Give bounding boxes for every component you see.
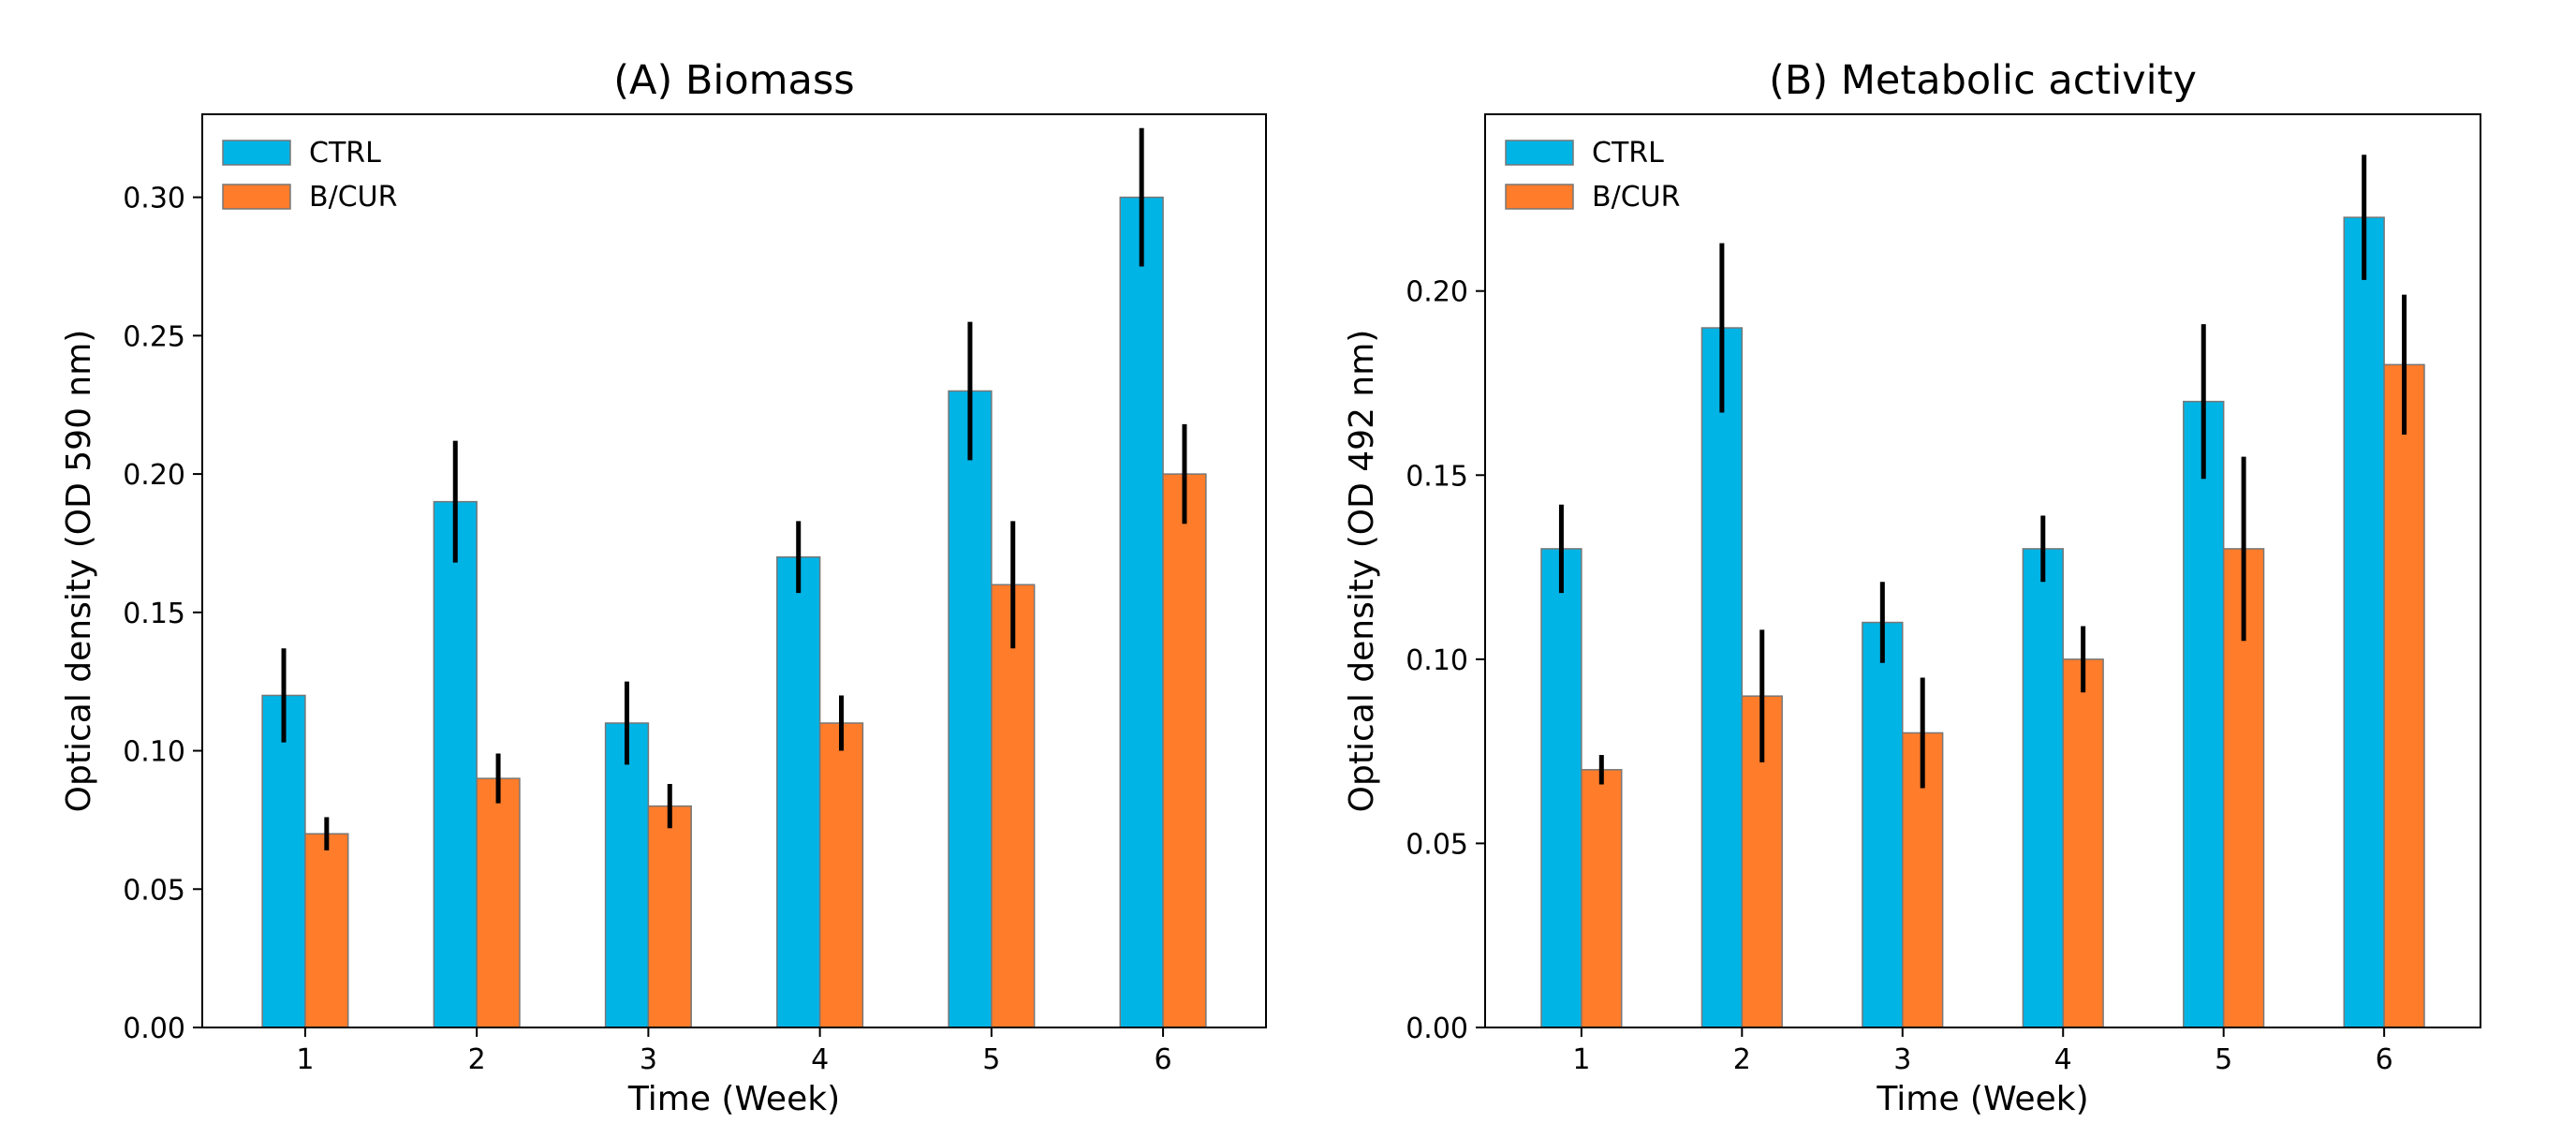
chart-panel-1: (A) Biomass 0.00 0.05 0.10 0.15 0.20 0.25 0.30 1… <box>60 57 1267 1118</box>
x-tick-label: 6 <box>2376 1043 2393 1076</box>
bar <box>1581 769 1623 1028</box>
bar <box>476 777 521 1028</box>
bar <box>261 694 306 1028</box>
x-tick-label: 3 <box>640 1043 657 1076</box>
bar <box>2062 658 2104 1028</box>
y-axis-label: Optical density (OD 492 nm) <box>1343 330 1381 813</box>
series-b-cur <box>1581 294 2425 1028</box>
axes-frame <box>1484 113 2481 1028</box>
x-axis-label: Time (Week) <box>627 1080 840 1118</box>
bar <box>433 500 478 1028</box>
bar <box>2183 400 2225 1028</box>
x-tick-label: 6 <box>1155 1043 1172 1076</box>
x-tick-label: 2 <box>468 1043 486 1076</box>
y-tick-label: 0.15 <box>123 598 185 630</box>
x-tick-label: 4 <box>2054 1043 2072 1076</box>
legend-swatch <box>1505 184 1574 210</box>
legend-label: CTRL <box>309 137 381 170</box>
y-tick-label: 0.10 <box>1406 644 1468 677</box>
series-b-cur <box>304 423 1207 1028</box>
y-tick-label: 0.10 <box>123 736 185 769</box>
chart-title: (B) Metabolic activity <box>1769 57 2197 104</box>
bar <box>1540 548 1582 1028</box>
bar <box>948 390 993 1028</box>
x-tick-label: 1 <box>1572 1043 1590 1076</box>
chart-panel-2: (B) Metabolic activity 0.00 0.05 0.10 0.15 0.… <box>1343 57 2481 1118</box>
y-tick-label: 0.30 <box>123 183 185 215</box>
x-tick-label: 2 <box>1733 1043 1751 1076</box>
y-tick-label: 0.15 <box>1406 460 1468 493</box>
series-ctrl <box>261 127 1164 1028</box>
legend-label: CTRL <box>1592 137 1664 170</box>
x-tick-label: 3 <box>1893 1043 1911 1076</box>
x-tick-label: 4 <box>811 1043 829 1076</box>
bar <box>2022 548 2064 1028</box>
bar <box>604 722 650 1028</box>
series-ctrl <box>1540 155 2385 1028</box>
axes-frame <box>201 113 1267 1028</box>
legend-label: B/CUR <box>309 181 397 214</box>
x-tick-label: 1 <box>296 1043 314 1076</box>
y-tick-label: 0.05 <box>123 874 185 907</box>
chart-title: (A) Biomass <box>613 57 854 104</box>
bar <box>818 722 864 1028</box>
legend-swatch <box>1505 140 1574 166</box>
y-axis-label: Optical density (OD 590 nm) <box>60 330 98 813</box>
y-tick-label: 0.05 <box>1406 828 1468 861</box>
legend-label: B/CUR <box>1592 181 1680 214</box>
y-tick-label: 0.25 <box>123 320 185 353</box>
bar <box>1700 327 1744 1028</box>
bar <box>2383 363 2425 1028</box>
x-tick-label: 5 <box>982 1043 1000 1076</box>
bar <box>304 833 349 1028</box>
y-tick-label: 0.00 <box>1406 1012 1468 1045</box>
bar <box>1862 621 1904 1028</box>
y-tick-label: 0.20 <box>123 459 185 492</box>
bar <box>1119 196 1164 1028</box>
bar <box>991 584 1036 1028</box>
x-axis-label: Time (Week) <box>1876 1080 2088 1118</box>
legend: CTRL B/CUR <box>1505 137 1680 214</box>
bar <box>776 555 821 1028</box>
legend-swatch <box>222 184 291 210</box>
bar <box>1162 473 1207 1028</box>
bar <box>647 805 692 1028</box>
y-tick-label: 0.20 <box>1406 276 1468 309</box>
legend-swatch <box>222 140 291 166</box>
bar <box>2343 216 2385 1028</box>
y-tick-label: 0.00 <box>123 1012 185 1045</box>
legend: CTRL B/CUR <box>222 137 397 214</box>
x-tick-label: 5 <box>2215 1043 2232 1076</box>
